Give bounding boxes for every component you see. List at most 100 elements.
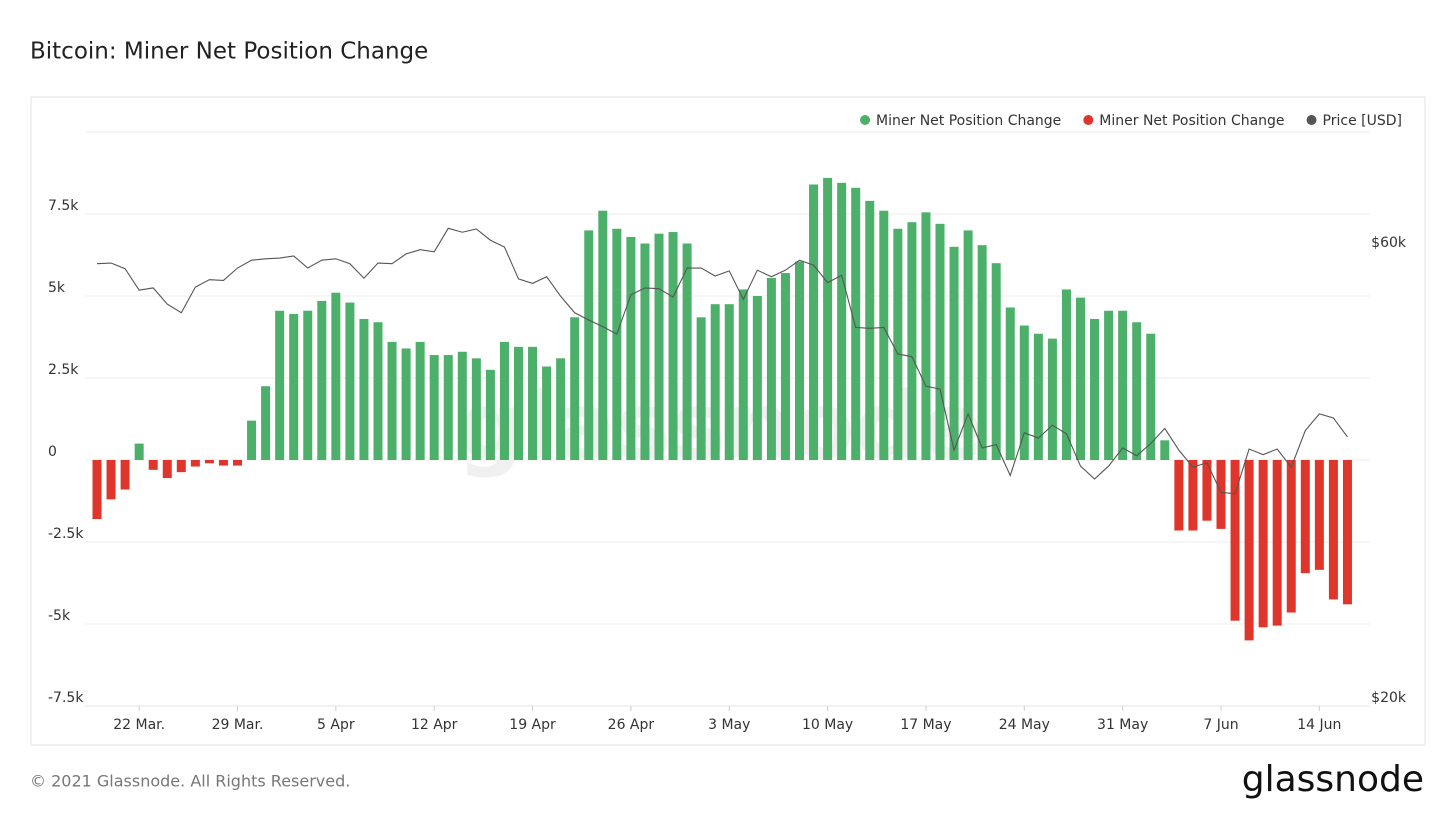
bar: [1286, 460, 1296, 613]
bar: [963, 230, 973, 460]
y-tick-label: 2.5k: [48, 362, 79, 378]
x-tick-label: 12 Apr: [411, 717, 458, 733]
legend-label: Miner Net Position Change: [1099, 113, 1284, 129]
bar: [724, 304, 734, 460]
bar: [654, 233, 664, 460]
bar: [1146, 333, 1156, 460]
bar: [570, 317, 580, 460]
y-tick-label: -5k: [48, 608, 71, 624]
legend: Price [USD] Miner Net Position Change Mine…: [860, 113, 1402, 129]
bar: [977, 245, 987, 460]
bar: [106, 460, 116, 500]
y2-tick-label: $20k: [1371, 690, 1407, 706]
y2-tick-label: $60k: [1371, 235, 1407, 251]
price-line: [96, 227, 1348, 495]
x-tick-label: 10 May: [802, 717, 853, 733]
bar: [1174, 460, 1184, 531]
bar: [457, 351, 467, 460]
bar: [780, 273, 790, 460]
bar: [1118, 310, 1128, 460]
x-tick-label: 3 May: [708, 717, 750, 733]
bar: [1258, 460, 1268, 628]
bar: [120, 460, 130, 490]
brand-logo: glassnode: [1242, 759, 1424, 800]
bar: [528, 346, 538, 460]
x-tick-label: 19 Apr: [509, 717, 556, 733]
x-tick-label: 5 Apr: [317, 717, 355, 733]
bar: [345, 302, 355, 460]
bar: [556, 358, 566, 460]
bar: [1216, 460, 1226, 529]
bar: [809, 184, 819, 461]
bar: [1300, 460, 1310, 574]
bar: [1188, 460, 1198, 531]
bar: [851, 187, 861, 460]
x-tick-label: 7 Jun: [1203, 717, 1238, 733]
y-tick-label: 5k: [48, 280, 66, 296]
bar: [1230, 460, 1240, 621]
x-tick-label: 29 Mar.: [212, 717, 264, 733]
bar: [823, 177, 833, 461]
y-tick-label: -2.5k: [48, 526, 84, 542]
x-tick-label: 24 May: [999, 717, 1050, 733]
bar: [387, 341, 397, 460]
bar: [1328, 460, 1338, 600]
bar: [907, 222, 917, 460]
bar: [261, 386, 271, 460]
bar: [710, 304, 720, 460]
bar: [795, 261, 804, 460]
x-tick-label: 26 Apr: [608, 717, 655, 733]
bar: [514, 346, 523, 460]
x-tick-label: 22 Mar.: [113, 717, 165, 733]
bar: [373, 322, 383, 460]
bar: [1132, 322, 1142, 460]
bar: [879, 210, 889, 460]
bar: [682, 243, 692, 460]
bar: [1244, 460, 1254, 641]
bar: [837, 182, 847, 460]
bar: [289, 314, 299, 460]
bar: [865, 200, 875, 460]
bar: [752, 296, 762, 460]
bar: [1033, 333, 1043, 460]
bar: [668, 232, 678, 460]
bar: [176, 460, 186, 473]
copyright: © 2021 Glassnode. All Rights Reserved.: [30, 772, 350, 791]
y-tick-label: 0: [48, 444, 57, 460]
legend-marker: [1306, 115, 1317, 125]
legend-marker: [1083, 115, 1094, 125]
bar: [696, 317, 706, 460]
bar: [485, 369, 495, 460]
bar: [1202, 460, 1212, 521]
bar: [415, 341, 425, 460]
bar: [401, 348, 411, 460]
y-tick-label: 7.5k: [48, 198, 79, 214]
bar: [766, 277, 776, 460]
bar: [148, 460, 158, 470]
bar: [218, 460, 228, 466]
bar: [921, 212, 931, 460]
bar: [1061, 289, 1071, 460]
x-tick-label: 17 May: [900, 717, 951, 733]
bar: [275, 310, 285, 460]
bar: [584, 230, 594, 460]
legend-marker: [860, 115, 871, 125]
bar: [1019, 325, 1029, 460]
bar: [499, 341, 509, 460]
bar: [443, 355, 453, 460]
bar: [1272, 460, 1282, 626]
bar: [162, 460, 172, 479]
bar: [935, 223, 945, 460]
bar: [949, 246, 959, 460]
bar: [542, 366, 552, 460]
bar: [1342, 460, 1352, 605]
x-tick-label: 31 May: [1097, 717, 1148, 733]
bar: [1104, 310, 1114, 460]
bar: [738, 289, 748, 460]
bar: [190, 460, 200, 467]
bar: [640, 243, 650, 460]
x-tick-label: 14 Jun: [1297, 717, 1341, 733]
bar: [1160, 440, 1170, 460]
bar: [626, 236, 636, 460]
